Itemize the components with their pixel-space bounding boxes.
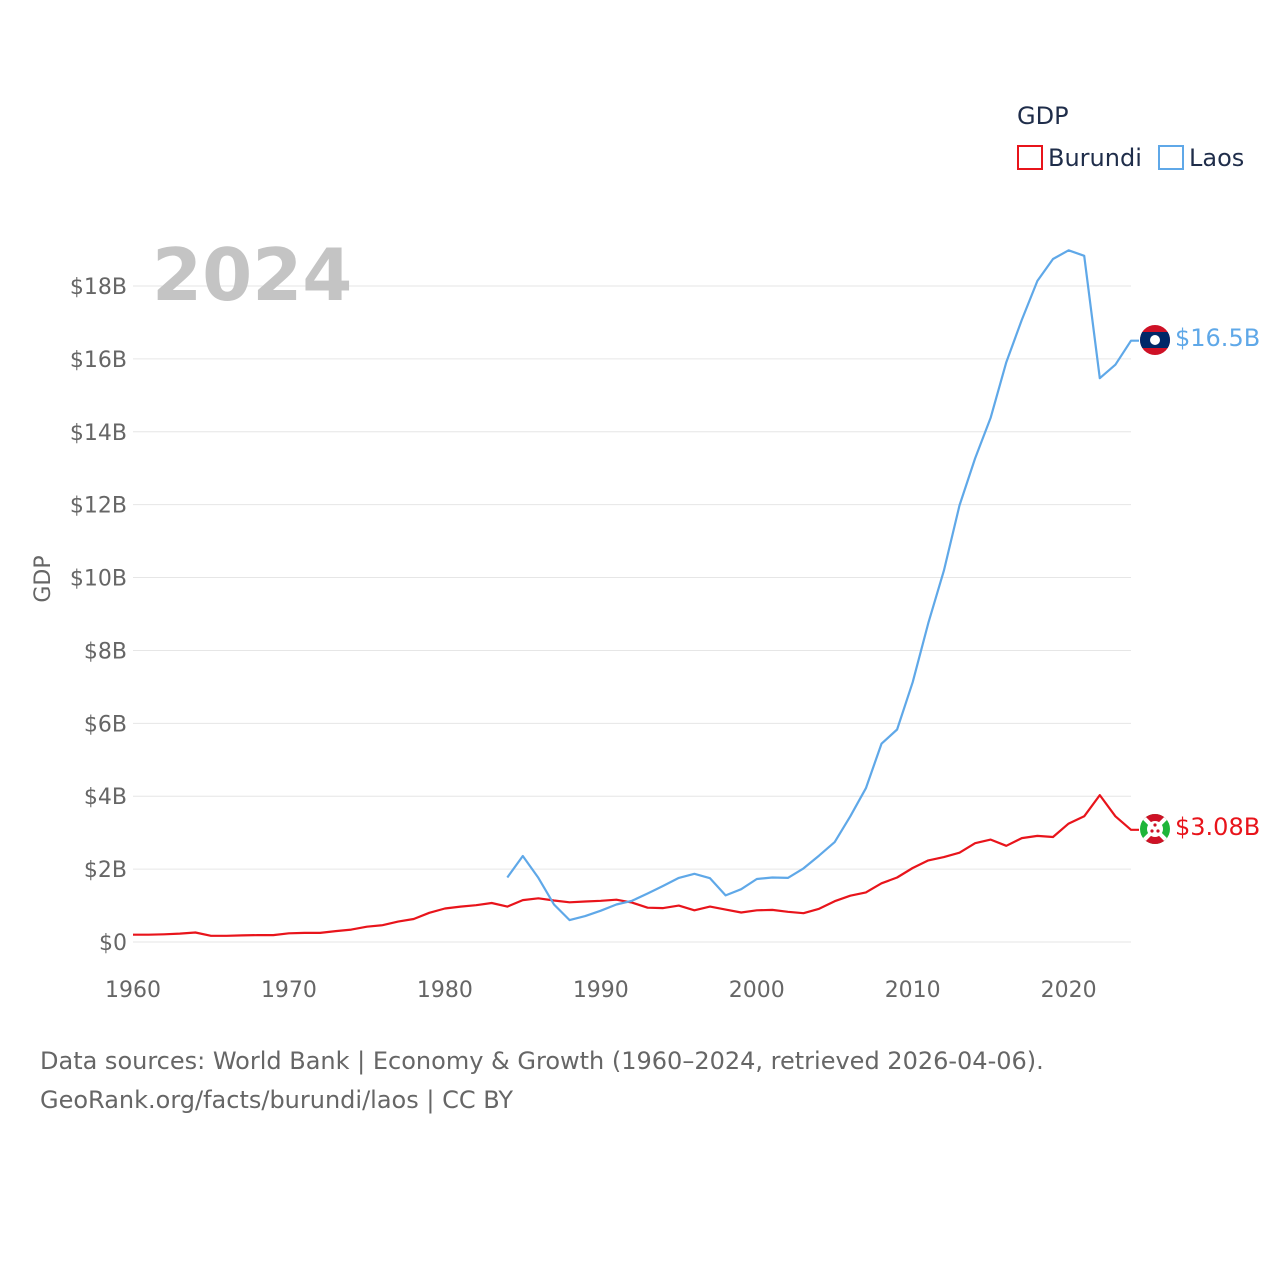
legend-title: GDP (1017, 102, 1069, 130)
x-tick-label: 2020 (1041, 978, 1097, 1003)
x-tick-label: 1970 (261, 978, 317, 1003)
y-axis-ticks: $0 $2B $4B $6B $8B $10B $12B $14B $16B $18B (70, 275, 127, 956)
series-line-laos (506, 249, 1139, 922)
series-line-burundi (133, 794, 1139, 937)
x-tick-label: 2000 (729, 978, 785, 1003)
y-tick-label: $10B (70, 567, 127, 592)
y-tick-label: $12B (70, 494, 127, 519)
laos-flag-icon (1140, 325, 1170, 355)
y-tick-label: $16B (70, 348, 127, 373)
y-tick-label: $0 (99, 931, 127, 956)
y-tick-label: $6B (84, 712, 127, 737)
gridlines (133, 285, 1131, 943)
y-tick-label: $4B (84, 785, 127, 810)
year-label: 2024 (152, 233, 352, 317)
legend: GDP Burundi Laos (1017, 102, 1244, 172)
x-tick-label: 1960 (105, 978, 161, 1003)
legend-label-laos: Laos (1189, 144, 1244, 172)
x-tick-label: 1990 (573, 978, 629, 1003)
end-label-burundi: $3.08B (1175, 813, 1260, 841)
legend-swatch-laos (1158, 145, 1184, 170)
legend-swatch-burundi (1017, 145, 1043, 170)
y-axis-label: GDP (31, 555, 56, 602)
y-tick-label: $14B (70, 421, 127, 446)
x-tick-label: 1980 (417, 978, 473, 1003)
legend-item-laos[interactable]: Laos (1158, 144, 1244, 172)
source-note: Data sources: World Bank | Economy & Gro… (40, 1042, 1044, 1120)
burundi-flag-icon (1140, 814, 1170, 844)
y-tick-label: $18B (70, 275, 127, 300)
source-line-2[interactable]: GeoRank.org/facts/burundi/laos | CC BY (40, 1086, 514, 1114)
y-tick-label: $8B (84, 639, 127, 664)
legend-label-burundi: Burundi (1048, 144, 1142, 172)
y-tick-label: $2B (84, 858, 127, 883)
series-lines (133, 249, 1139, 937)
x-axis-ticks: 1960 1970 1980 1990 2000 2010 2020 (105, 978, 1097, 1003)
end-label-laos: $16.5B (1175, 324, 1260, 352)
source-line-1: Data sources: World Bank | Economy & Gro… (40, 1047, 1044, 1075)
x-tick-label: 2010 (885, 978, 941, 1003)
legend-item-burundi[interactable]: Burundi (1017, 144, 1142, 172)
